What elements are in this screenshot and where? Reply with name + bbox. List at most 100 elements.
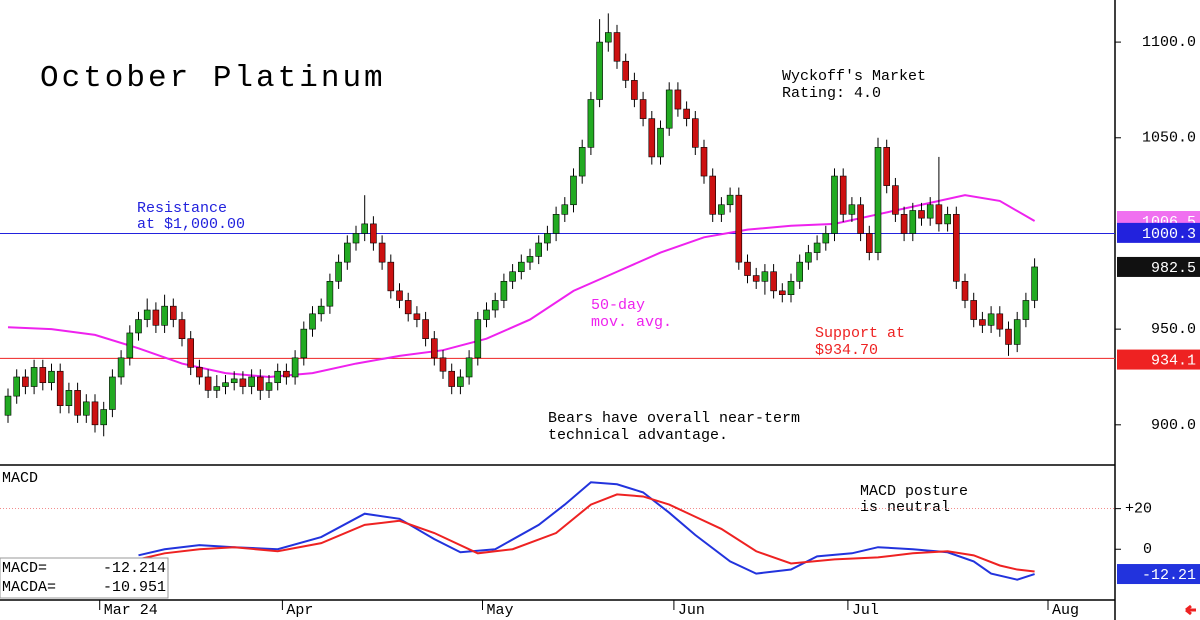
candle-body: [152, 309, 160, 326]
candle-body: [935, 204, 943, 225]
candle-body: [143, 309, 151, 320]
price-label-box: [1117, 256, 1200, 277]
annotation: Bears have overall near-term: [548, 410, 800, 427]
annotation: is neutral: [860, 499, 950, 516]
price-label-box: [1117, 564, 1200, 585]
candle-body: [222, 382, 229, 387]
candle-body: [744, 261, 751, 276]
readout-value: -12.214: [103, 560, 166, 577]
candle-body: [204, 376, 212, 391]
candle-body: [996, 313, 1004, 330]
x-tick-label: Apr: [286, 602, 313, 619]
candle-body: [256, 376, 264, 391]
candle-body: [1013, 319, 1021, 345]
candle-body: [239, 378, 247, 387]
candle-body: [135, 319, 142, 334]
candle-body: [56, 370, 64, 406]
candle-body: [778, 290, 786, 295]
candle-body: [848, 204, 856, 215]
annotation: MACD posture: [860, 483, 968, 500]
candle-body: [283, 370, 290, 378]
chart-title: October Platinum: [40, 61, 386, 96]
candle-body: [613, 32, 621, 62]
candle-body: [91, 401, 99, 426]
candle-body: [535, 242, 543, 257]
candle-body: [544, 233, 551, 244]
candle-body: [561, 204, 569, 215]
candle-body: [352, 233, 360, 244]
candle-body: [639, 99, 647, 119]
readout-box: [0, 557, 169, 599]
price-label-box: [1117, 222, 1200, 243]
candle-body: [787, 280, 795, 295]
readout-label: MACDA=: [2, 579, 56, 596]
macd-line: [138, 481, 1035, 581]
candle-body: [770, 271, 777, 292]
candle-body: [396, 290, 403, 301]
candle-body: [274, 370, 282, 384]
candle-body: [230, 378, 238, 384]
price-label: 1000.3: [1142, 226, 1196, 243]
candle-body: [604, 32, 612, 43]
candle-body: [196, 367, 203, 378]
candle-body: [805, 252, 812, 263]
price-label: 934.1: [1151, 353, 1196, 370]
candle-body: [857, 204, 864, 234]
candle-body: [100, 409, 107, 426]
candle-body: [117, 357, 125, 378]
candle-body: [752, 275, 760, 282]
price-label: 982.5: [1151, 260, 1196, 277]
candle-body: [465, 357, 473, 378]
candle-body: [865, 233, 873, 253]
candle-body: [309, 313, 316, 330]
candle-body: [361, 223, 369, 234]
candle-body: [900, 214, 908, 234]
candle-body: [404, 300, 412, 315]
candle-body: [387, 261, 395, 292]
annotation: Wyckoff's Market: [782, 68, 926, 85]
candle-body: [378, 242, 386, 263]
candle-body: [422, 319, 429, 340]
candle-body: [335, 261, 342, 282]
candle-body: [48, 370, 55, 384]
candle-body: [874, 147, 882, 253]
macd-line: [138, 493, 1035, 573]
candle-body: [517, 261, 525, 273]
annotation: Support at: [815, 325, 905, 342]
candle-body: [170, 305, 177, 320]
scroll-arrow: [1185, 604, 1196, 616]
candle-body: [500, 280, 508, 301]
candle-body: [213, 386, 221, 391]
y-tick-label: 1100.0: [1142, 34, 1196, 51]
candle-body: [909, 210, 917, 234]
candle-body: [526, 256, 534, 263]
candle-body: [300, 328, 308, 359]
candle-body: [883, 147, 891, 186]
candle-body: [65, 390, 73, 406]
y-tick-label: 950.0: [1151, 321, 1196, 338]
panel-title: MACD: [2, 470, 38, 487]
candle-body: [979, 319, 986, 326]
y-tick-label: 1050.0: [1142, 130, 1196, 147]
candle-body: [596, 41, 603, 100]
candle-body: [39, 367, 47, 384]
annotation: at $1,000.00: [137, 216, 245, 233]
candle-body: [317, 305, 325, 315]
candle-body: [631, 80, 638, 100]
annotation: mov. avg.: [591, 314, 672, 331]
price-label: -12.21: [1142, 567, 1196, 584]
candle-body: [796, 261, 804, 282]
y-tick-label: 0: [1143, 541, 1152, 558]
candle-body: [944, 214, 951, 225]
candle-body: [178, 319, 186, 340]
candle-body: [22, 376, 29, 387]
candle-body: [448, 370, 456, 387]
candle-body: [570, 175, 577, 206]
candle-body: [718, 204, 725, 215]
annotation: $934.70: [815, 342, 878, 359]
candle-body: [918, 210, 925, 219]
candle-body: [187, 338, 194, 368]
candle-body: [457, 376, 464, 387]
candle-body: [813, 242, 821, 253]
